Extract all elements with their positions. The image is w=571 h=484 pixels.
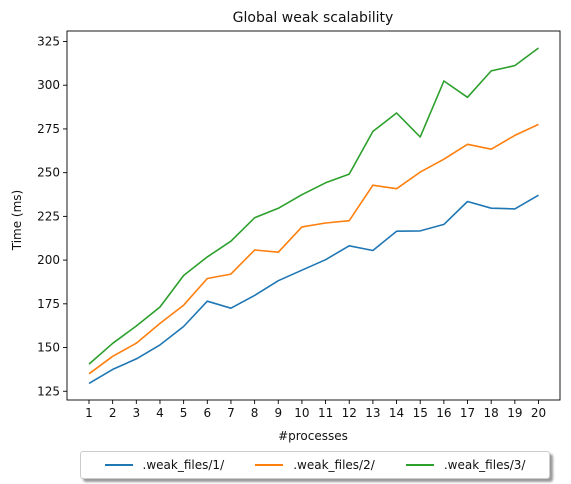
x-tick-label: 10 — [294, 406, 309, 420]
y-tick-label: 325 — [37, 34, 60, 48]
legend-swatch-series-1 — [104, 464, 133, 466]
series-line-3 — [88, 47, 539, 365]
x-tick-label: 19 — [507, 406, 522, 420]
legend-label-series-2: .weak_files/2/ — [293, 458, 375, 472]
legend-item-series-1: .weak_files/1/ — [104, 458, 225, 472]
x-tick-label: 8 — [251, 406, 259, 420]
x-tick-label: 11 — [318, 406, 333, 420]
x-tick-label: 17 — [460, 406, 475, 420]
y-tick-label: 175 — [37, 297, 60, 311]
legend-swatch-series-2 — [255, 464, 284, 466]
x-tick-label: 6 — [203, 406, 211, 420]
x-tick-label: 20 — [531, 406, 546, 420]
x-tick-label: 7 — [227, 406, 235, 420]
x-tick-label: 13 — [365, 406, 380, 420]
y-tick-label: 275 — [37, 122, 60, 136]
x-tick-label: 15 — [413, 406, 428, 420]
legend-label-series-1: .weak_files/1/ — [142, 458, 225, 472]
y-tick-label: 200 — [37, 253, 60, 267]
legend-label-series-3: .weak_files/3/ — [443, 458, 526, 472]
legend: .weak_files/1/ .weak_files/2/ .weak_file… — [80, 451, 550, 479]
series-line-1 — [88, 194, 539, 385]
x-tick-label: 18 — [484, 406, 499, 420]
x-axis-label: #processes — [278, 429, 348, 443]
x-tick-label: 14 — [389, 406, 404, 420]
y-tick-label: 225 — [37, 209, 60, 223]
y-tick-label: 300 — [37, 78, 60, 92]
chart-title: Global weak scalability — [233, 10, 394, 26]
x-tick-label: 9 — [274, 406, 282, 420]
plot-lines — [88, 47, 539, 385]
x-tick-label: 2 — [109, 406, 117, 420]
x-tick-label: 5 — [180, 406, 188, 420]
y-axis-ticks: 125 150 175 200 225 250 275 300 325 — [37, 34, 67, 398]
x-tick-label: 12 — [342, 406, 357, 420]
axes-frame — [66, 30, 561, 401]
x-tick-label: 16 — [436, 406, 451, 420]
legend-item-series-3: .weak_files/3/ — [405, 458, 526, 472]
y-tick-label: 250 — [37, 166, 60, 180]
legend-item-series-2: .weak_files/2/ — [255, 458, 375, 472]
series-line-2 — [88, 123, 539, 375]
x-tick-label: 1 — [85, 406, 93, 420]
y-tick-label: 125 — [37, 384, 60, 398]
y-tick-label: 150 — [37, 341, 60, 355]
x-axis-ticks: 1 2 3 4 5 6 7 8 9 10 11 12 13 14 15 16 17 18 19 20 — [85, 400, 546, 420]
y-axis-label: Time (ms) — [10, 190, 24, 252]
x-tick-label: 4 — [156, 406, 164, 420]
legend-swatch-series-3 — [405, 464, 434, 466]
x-tick-label: 3 — [132, 406, 140, 420]
